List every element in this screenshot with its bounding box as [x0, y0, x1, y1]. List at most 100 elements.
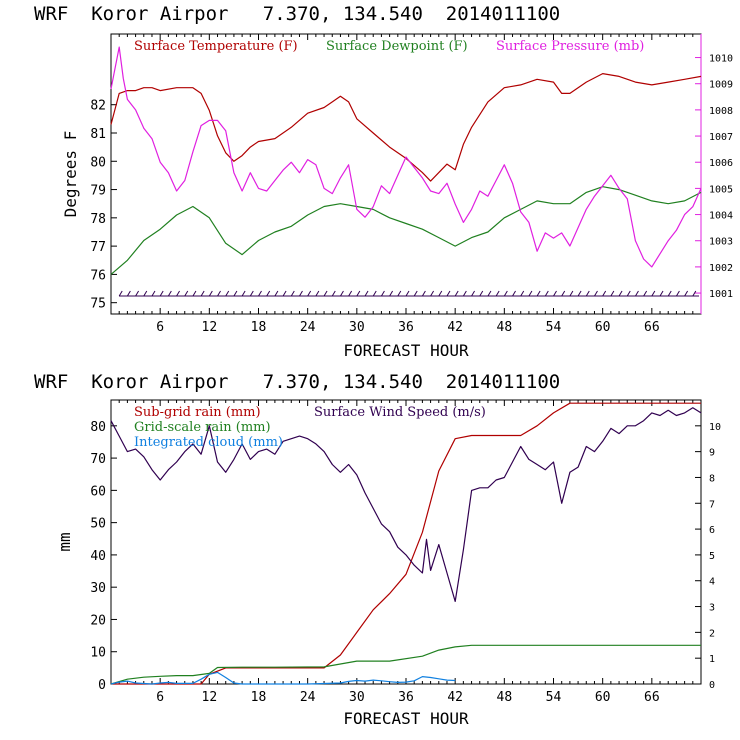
y-tick-label: 20: [90, 613, 106, 628]
wind-barb: [430, 290, 435, 297]
y2-tick-label: 1: [709, 654, 715, 665]
y-tick-label: 82: [90, 99, 106, 114]
x-tick-label: 18: [251, 690, 267, 705]
dewpoint-line: [110, 186, 702, 275]
wind-barb: [626, 290, 631, 297]
wind-barb: [471, 290, 475, 297]
wind-barb: [544, 290, 549, 297]
wind-barb: [135, 290, 140, 297]
wind-barb: [372, 290, 377, 297]
wind-barb: [159, 290, 164, 297]
precipitation-chart: WRF Koror Airpor 7.370, 134.540 20140111…: [34, 371, 721, 728]
wind-barb: [594, 290, 598, 297]
wind-speed-line: [110, 407, 702, 602]
y-tick-label: 76: [90, 268, 106, 283]
temperature-line: [110, 73, 702, 182]
wind-barb-row: [118, 290, 699, 297]
x-tick-label: 42: [447, 690, 463, 705]
legend-integrated-cloud: Integrated cloud (mm): [134, 435, 283, 450]
wind-barb: [315, 290, 320, 297]
x-tick-label: 30: [349, 320, 365, 335]
temperature-chart: WRF Koror Airpor 7.370, 134.540 20140111…: [34, 3, 733, 360]
wind-barb: [536, 290, 541, 297]
x-tick-label: 48: [497, 690, 513, 705]
wind-barb: [176, 290, 180, 297]
y2-tick-label: 1009: [709, 80, 733, 91]
y-tick-label: 60: [90, 484, 106, 499]
temperature-chart-legend: Surface Temperature (F) Surface Dewpoint…: [134, 39, 644, 54]
y-tick-label: 10: [90, 646, 106, 661]
wind-barb: [258, 290, 262, 297]
wind-barb: [610, 290, 615, 297]
wind-barb: [323, 290, 328, 297]
x-tick-label: 60: [595, 320, 611, 335]
y2-tick-label: 4: [709, 577, 715, 588]
wind-barb: [659, 290, 664, 297]
x-tick-label: 12: [202, 690, 218, 705]
x-tick-label: 6: [156, 690, 164, 705]
wind-barb: [299, 290, 303, 297]
y-tick-label: 40: [90, 549, 106, 564]
x-tick-label: 12: [202, 320, 218, 335]
wind-barb: [512, 290, 516, 297]
x-tick-label: 36: [398, 320, 414, 335]
y2-tick-label: 6: [709, 525, 715, 536]
wind-barb: [340, 290, 344, 297]
wind-barb: [126, 290, 131, 297]
y-tick-label: 79: [90, 184, 106, 199]
y-tick-label: 81: [90, 127, 106, 142]
wind-barb: [602, 290, 607, 297]
wind-barb: [266, 290, 271, 297]
wind-barb: [290, 290, 295, 297]
wind-barb: [569, 290, 574, 297]
wind-barb: [380, 290, 385, 297]
wind-barb: [151, 290, 156, 297]
y-tick-label: 30: [90, 581, 106, 596]
pressure-line: [110, 46, 702, 268]
x-tick-label: 66: [644, 320, 660, 335]
x-tick-label: 54: [546, 320, 562, 335]
legend-surface-pressure: Surface Pressure (mb): [496, 39, 644, 54]
wind-barb: [307, 290, 312, 297]
wind-barb: [577, 290, 582, 297]
wind-barb: [118, 290, 123, 297]
wind-barb: [217, 290, 221, 297]
y2-tick-label: 1006: [709, 158, 733, 169]
temperature-chart-marks: 6 12 18 24 30 36 42 48 54 60 66 75 76 77 78 79 80 81 82 100…: [90, 34, 733, 335]
wind-barb: [479, 290, 484, 297]
gridscale-rain-line: [110, 644, 701, 685]
y2-tick-label: 0: [709, 680, 715, 691]
x-tick-label: 42: [447, 320, 463, 335]
wind-barb: [356, 290, 361, 297]
y-tick-label: 0: [98, 678, 106, 693]
y2-tick-label: 1008: [709, 106, 733, 117]
temperature-chart-title: WRF Koror Airpor 7.370, 134.540 20140111…: [34, 3, 560, 25]
wind-barb: [241, 290, 246, 297]
wind-barb: [462, 290, 467, 297]
wind-barb: [520, 290, 525, 297]
y2-tick-label: 9: [709, 448, 715, 459]
y2-tick-label: 1003: [709, 237, 733, 248]
precipitation-chart-y-label: mm: [55, 532, 74, 551]
x-tick-label: 6: [156, 320, 164, 335]
wind-barb: [675, 290, 680, 297]
wind-barb: [421, 290, 426, 297]
wind-barb: [143, 290, 148, 297]
wind-barb: [561, 290, 566, 297]
wind-barb: [413, 290, 418, 297]
wind-barb: [635, 290, 639, 297]
y2-tick-label: 1002: [709, 263, 733, 274]
wind-barb: [249, 290, 254, 297]
wind-barb: [225, 290, 230, 297]
wind-barb: [487, 290, 492, 297]
x-tick-label: 36: [398, 690, 414, 705]
temperature-chart-y-label: Degrees F: [61, 131, 80, 218]
y-tick-label: 80: [90, 155, 106, 170]
legend-subgrid-rain: Sub-grid rain (mm): [134, 405, 261, 420]
precipitation-chart-marks: 6 12 18 24 30 36 42 48 54 60 660102030405060708001…: [90, 400, 721, 705]
y2-tick-label: 5: [709, 551, 715, 562]
legend-surface-dewpoint: Surface Dewpoint (F): [326, 39, 468, 54]
legend-surface-temperature: Surface Temperature (F): [134, 39, 298, 54]
y2-tick-label: 2: [709, 628, 715, 639]
